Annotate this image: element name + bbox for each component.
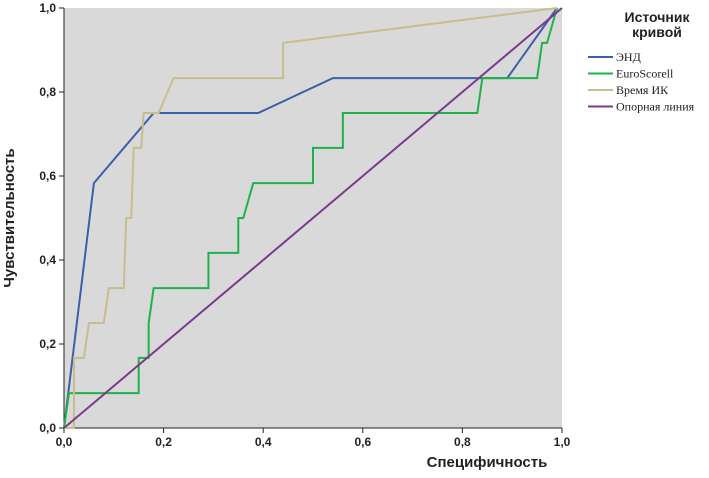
series-line	[63, 7, 563, 429]
x-tick-label: 1,0	[554, 435, 571, 449]
legend-label: Опорная линия	[616, 100, 695, 114]
x-tick-label: 0,8	[454, 435, 471, 449]
series-line	[64, 7, 558, 429]
x-tick-label: 0,4	[255, 435, 272, 449]
series-line	[63, 7, 558, 429]
legend-title: Источник кривой	[624, 9, 690, 40]
y-tick-label: 0,6	[39, 169, 56, 183]
x-tick-label: 0,0	[56, 435, 73, 449]
y-tick-label: 0,0	[39, 421, 56, 435]
y-tick-label: 0,2	[39, 337, 56, 351]
x-tick-label: 0,6	[354, 435, 371, 449]
x-tick-label: 0,2	[155, 435, 172, 449]
x-axis-label: Специфичность	[427, 454, 548, 471]
y-tick-label: 1,0	[39, 1, 56, 15]
legend-label: EuroScorell	[616, 67, 674, 81]
y-axis-label: Чувствительность	[1, 148, 18, 287]
y-tick-label: 0,4	[39, 253, 56, 267]
legend-label: ЭНД	[616, 50, 641, 64]
y-tick-label: 0,8	[39, 85, 56, 99]
legend-label: Время ИК	[616, 83, 669, 97]
